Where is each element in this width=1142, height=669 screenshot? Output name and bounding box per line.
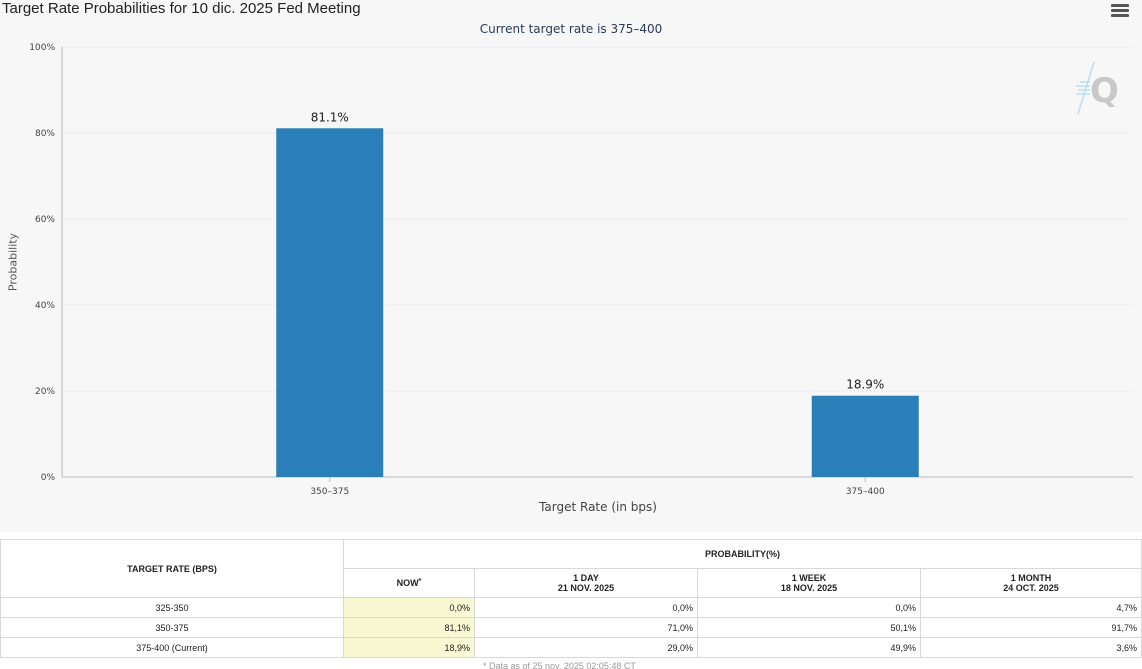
now-cell: 18,9% <box>343 637 475 658</box>
rate-cell: 325-350 <box>0 597 344 618</box>
day-cell: 71,0% <box>474 617 698 638</box>
data-label: 81.1% <box>311 110 349 124</box>
fedwatch-q-logo-icon: Q <box>1076 61 1119 115</box>
now-cell: 0,0% <box>343 597 475 618</box>
col-header-probability: PROBABILITY(%) <box>343 539 1142 569</box>
table-row: 375-400 (Current) 18,9% 29,0% 49,9% 3,6% <box>0 637 1142 658</box>
y-axis-label: Probability <box>6 232 20 292</box>
x-tick-label: 375–400 <box>846 487 885 497</box>
month-cell: 91,7% <box>920 617 1142 638</box>
chart-subtitle: Current target rate is 375–400 <box>479 22 663 36</box>
bar <box>276 128 384 477</box>
chart-area: 0% 20% 40% 60% 80% 100% 81.1% 350–375 18.9% 375–4… <box>2 0 1133 514</box>
col-header-target-rate: TARGET RATE (BPS) <box>0 539 344 598</box>
y-tick-label: 60% <box>35 215 55 225</box>
y-tick-label: 80% <box>35 129 55 139</box>
day-cell: 0,0% <box>474 597 698 618</box>
col-header-now: NOW* <box>343 568 475 598</box>
col-header-1-month: 1 MONTH 24 OCT. 2025 <box>920 568 1142 598</box>
month-cell: 3,6% <box>920 637 1142 658</box>
week-cell: 49,9% <box>697 637 921 658</box>
probability-table: TARGET RATE (BPS) PROBABILITY(%) NOW* 1 … <box>0 539 1142 658</box>
page-title: Target Rate Probabilities for 10 dic. 20… <box>2 0 361 17</box>
bar <box>811 395 919 477</box>
now-cell: 81,1% <box>343 617 475 638</box>
y-tick-label: 20% <box>35 387 55 397</box>
col-header-1-day: 1 DAY 21 NOV. 2025 <box>474 568 698 598</box>
week-cell: 50,1% <box>697 617 921 638</box>
svg-text:Q: Q <box>1090 71 1119 111</box>
col-header-1-week: 1 WEEK 18 NOV. 2025 <box>697 568 921 598</box>
y-tick-label: 40% <box>35 301 55 311</box>
rate-cell: 375-400 (Current) <box>0 637 344 658</box>
data-timestamp-footnote: * Data as of 25 nov. 2025 02:05:48 CT <box>483 661 636 669</box>
month-cell: 4,7% <box>920 597 1142 618</box>
table-row: 350-375 81,1% 71,0% 50,1% 91,7% <box>0 617 1142 638</box>
data-label: 18.9% <box>846 378 884 392</box>
week-cell: 0,0% <box>697 597 921 618</box>
bar-chart: 0% 20% 40% 60% 80% 100% 81.1% 350–375 18.9% 375–4… <box>29 43 1133 497</box>
x-axis-label: Target Rate (in bps) <box>539 500 657 514</box>
rate-cell: 350-375 <box>0 617 344 638</box>
day-cell: 29,0% <box>474 637 698 658</box>
y-tick-label: 0% <box>41 473 56 483</box>
table-row: 325-350 0,0% 0,0% 0,0% 4,7% <box>0 597 1142 618</box>
y-tick-label: 100% <box>29 43 55 53</box>
hamburger-menu-icon[interactable] <box>1111 4 1129 20</box>
x-tick-label: 350–375 <box>310 487 349 497</box>
